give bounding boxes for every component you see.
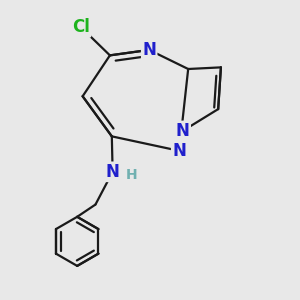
Text: N: N <box>176 122 190 140</box>
Text: N: N <box>172 142 186 160</box>
Text: N: N <box>106 163 120 181</box>
Text: H: H <box>125 167 137 182</box>
Text: Cl: Cl <box>72 18 90 36</box>
Text: N: N <box>142 41 156 59</box>
